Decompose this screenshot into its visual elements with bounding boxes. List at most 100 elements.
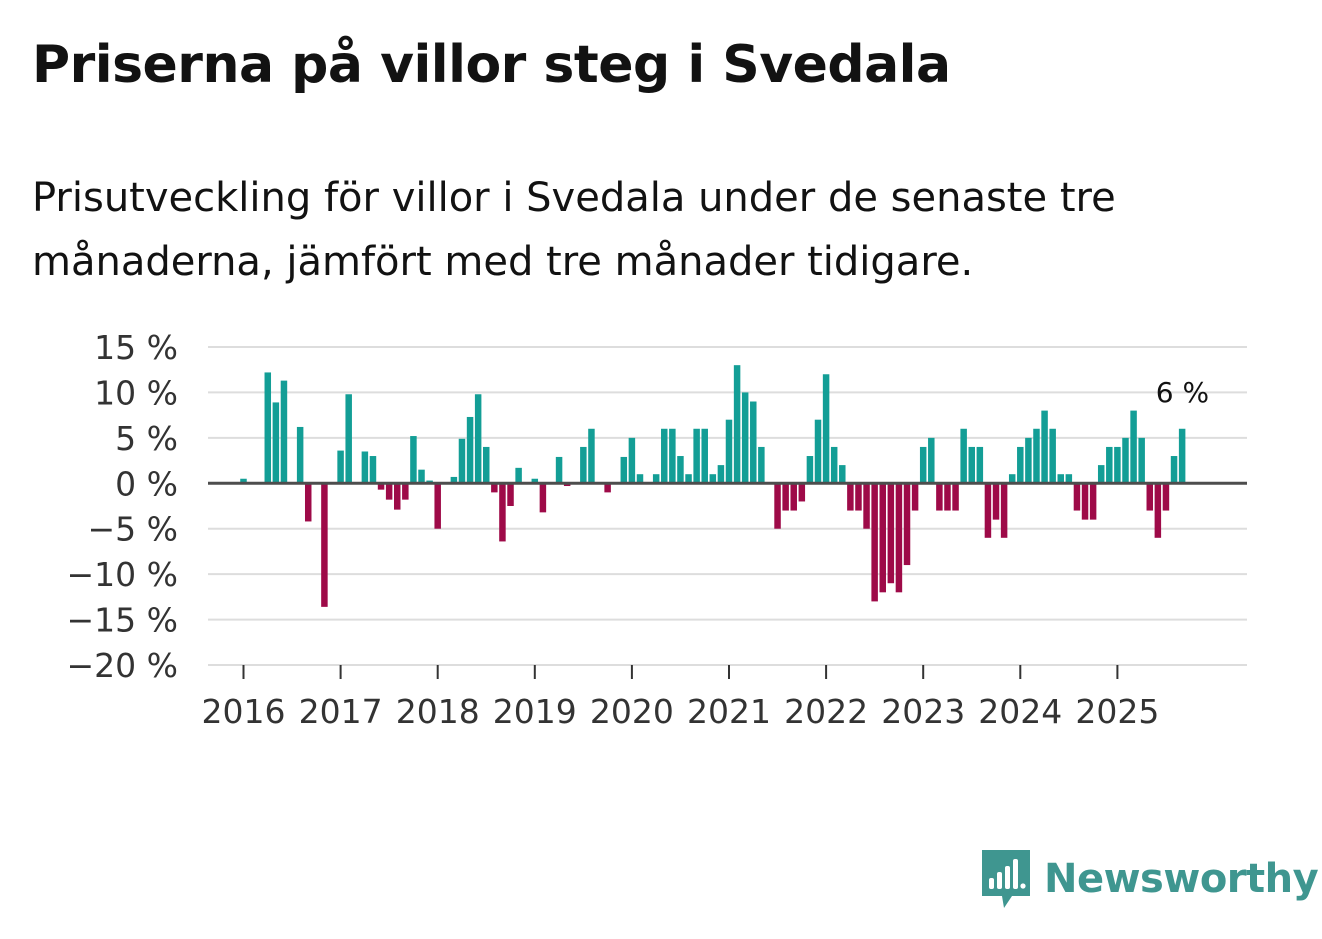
bar — [903, 483, 911, 566]
bar — [1073, 483, 1081, 511]
data-labels: 6 % — [1156, 376, 1209, 409]
bar — [661, 428, 668, 484]
bar — [1138, 437, 1145, 484]
bar — [952, 483, 959, 511]
bar — [774, 483, 781, 529]
data-label: 6 % — [1156, 376, 1209, 409]
bar — [1114, 446, 1121, 484]
x-tick-label: 2019 — [493, 692, 577, 731]
bar — [604, 483, 611, 493]
bar — [1000, 483, 1008, 538]
y-tick-label: 5 % — [115, 419, 178, 458]
bar — [499, 483, 506, 542]
x-tick-label: 2021 — [687, 692, 771, 731]
x-tick-label: 2025 — [1075, 692, 1159, 731]
x-tick-label: 2017 — [299, 692, 383, 731]
bar — [1008, 474, 1016, 484]
bar — [264, 372, 272, 484]
bar — [960, 428, 967, 484]
y-tick-label: −20 % — [67, 646, 179, 685]
y-tick-label: −5 % — [88, 510, 179, 549]
bar — [1057, 474, 1064, 484]
bar — [304, 483, 312, 522]
bar — [709, 474, 717, 484]
bar — [337, 450, 344, 484]
bar — [588, 428, 595, 484]
bar — [814, 419, 822, 484]
bar — [272, 402, 280, 484]
bar — [580, 446, 587, 484]
bar — [369, 456, 377, 484]
bar — [855, 483, 862, 511]
bar — [733, 365, 741, 484]
chart-title: Priserna på villor steg i Svedala — [32, 35, 951, 95]
bar — [887, 483, 895, 584]
x-tick-label: 2018 — [396, 692, 480, 731]
bar — [717, 465, 725, 484]
bar — [1122, 437, 1129, 484]
bar — [507, 483, 514, 506]
bar — [434, 483, 441, 529]
bar — [377, 483, 385, 490]
bar — [798, 483, 806, 502]
bar — [474, 394, 482, 484]
bar — [458, 438, 466, 484]
bar — [863, 483, 870, 529]
bar — [847, 483, 854, 511]
brand-name: Newsworthy — [1044, 856, 1319, 902]
bar — [741, 392, 749, 484]
newsworthy-logo-icon — [982, 850, 1030, 908]
bar — [636, 474, 644, 484]
bar — [620, 456, 628, 484]
y-tick-label: −10 % — [67, 555, 179, 594]
bar — [1130, 410, 1137, 484]
bar — [790, 483, 797, 511]
bar — [944, 483, 951, 511]
bar — [936, 483, 943, 511]
bar — [1162, 483, 1170, 511]
bar — [830, 446, 838, 484]
bar — [385, 483, 393, 500]
x-tick-label: 2020 — [590, 692, 674, 731]
bar — [701, 428, 708, 484]
axes: 15 % 10 % 5 % 0 % −5 % −10 % −15 % −20 % 2016 201… — [67, 328, 1160, 731]
chart-subtitle: Prisutveckling för villor i Svedala unde… — [32, 175, 1116, 285]
x-tick-label: 2016 — [202, 692, 286, 731]
bar — [725, 419, 733, 484]
bar — [418, 469, 425, 484]
y-tick-label: 10 % — [94, 373, 178, 412]
bar — [693, 428, 700, 484]
bar — [806, 456, 814, 484]
bar — [1049, 428, 1056, 484]
bar — [919, 446, 927, 484]
bars — [240, 365, 1186, 607]
bar — [1089, 483, 1097, 520]
bar — [1017, 446, 1024, 484]
bar — [1106, 446, 1113, 484]
bar — [879, 483, 886, 593]
bar — [361, 451, 369, 484]
grid-lines — [208, 346, 1247, 666]
bar — [984, 483, 992, 538]
bar — [968, 446, 975, 484]
bar — [652, 474, 660, 484]
bar — [685, 474, 692, 484]
bar — [491, 483, 498, 493]
bar — [1041, 410, 1048, 484]
bar — [822, 374, 830, 484]
y-tick-label: −15 % — [67, 601, 179, 640]
bar — [1178, 428, 1186, 484]
bar — [483, 446, 490, 484]
newsworthy-logo[interactable]: Newsworthy — [982, 850, 1319, 908]
x-tick-label: 2023 — [881, 692, 965, 731]
bar — [515, 467, 522, 484]
bar — [1033, 428, 1040, 484]
bar — [750, 401, 757, 484]
x-tick-label: 2024 — [978, 692, 1062, 731]
bar — [782, 483, 789, 511]
bar — [1170, 456, 1178, 484]
bar — [1154, 483, 1162, 538]
bar — [466, 416, 474, 484]
bar — [531, 478, 539, 484]
